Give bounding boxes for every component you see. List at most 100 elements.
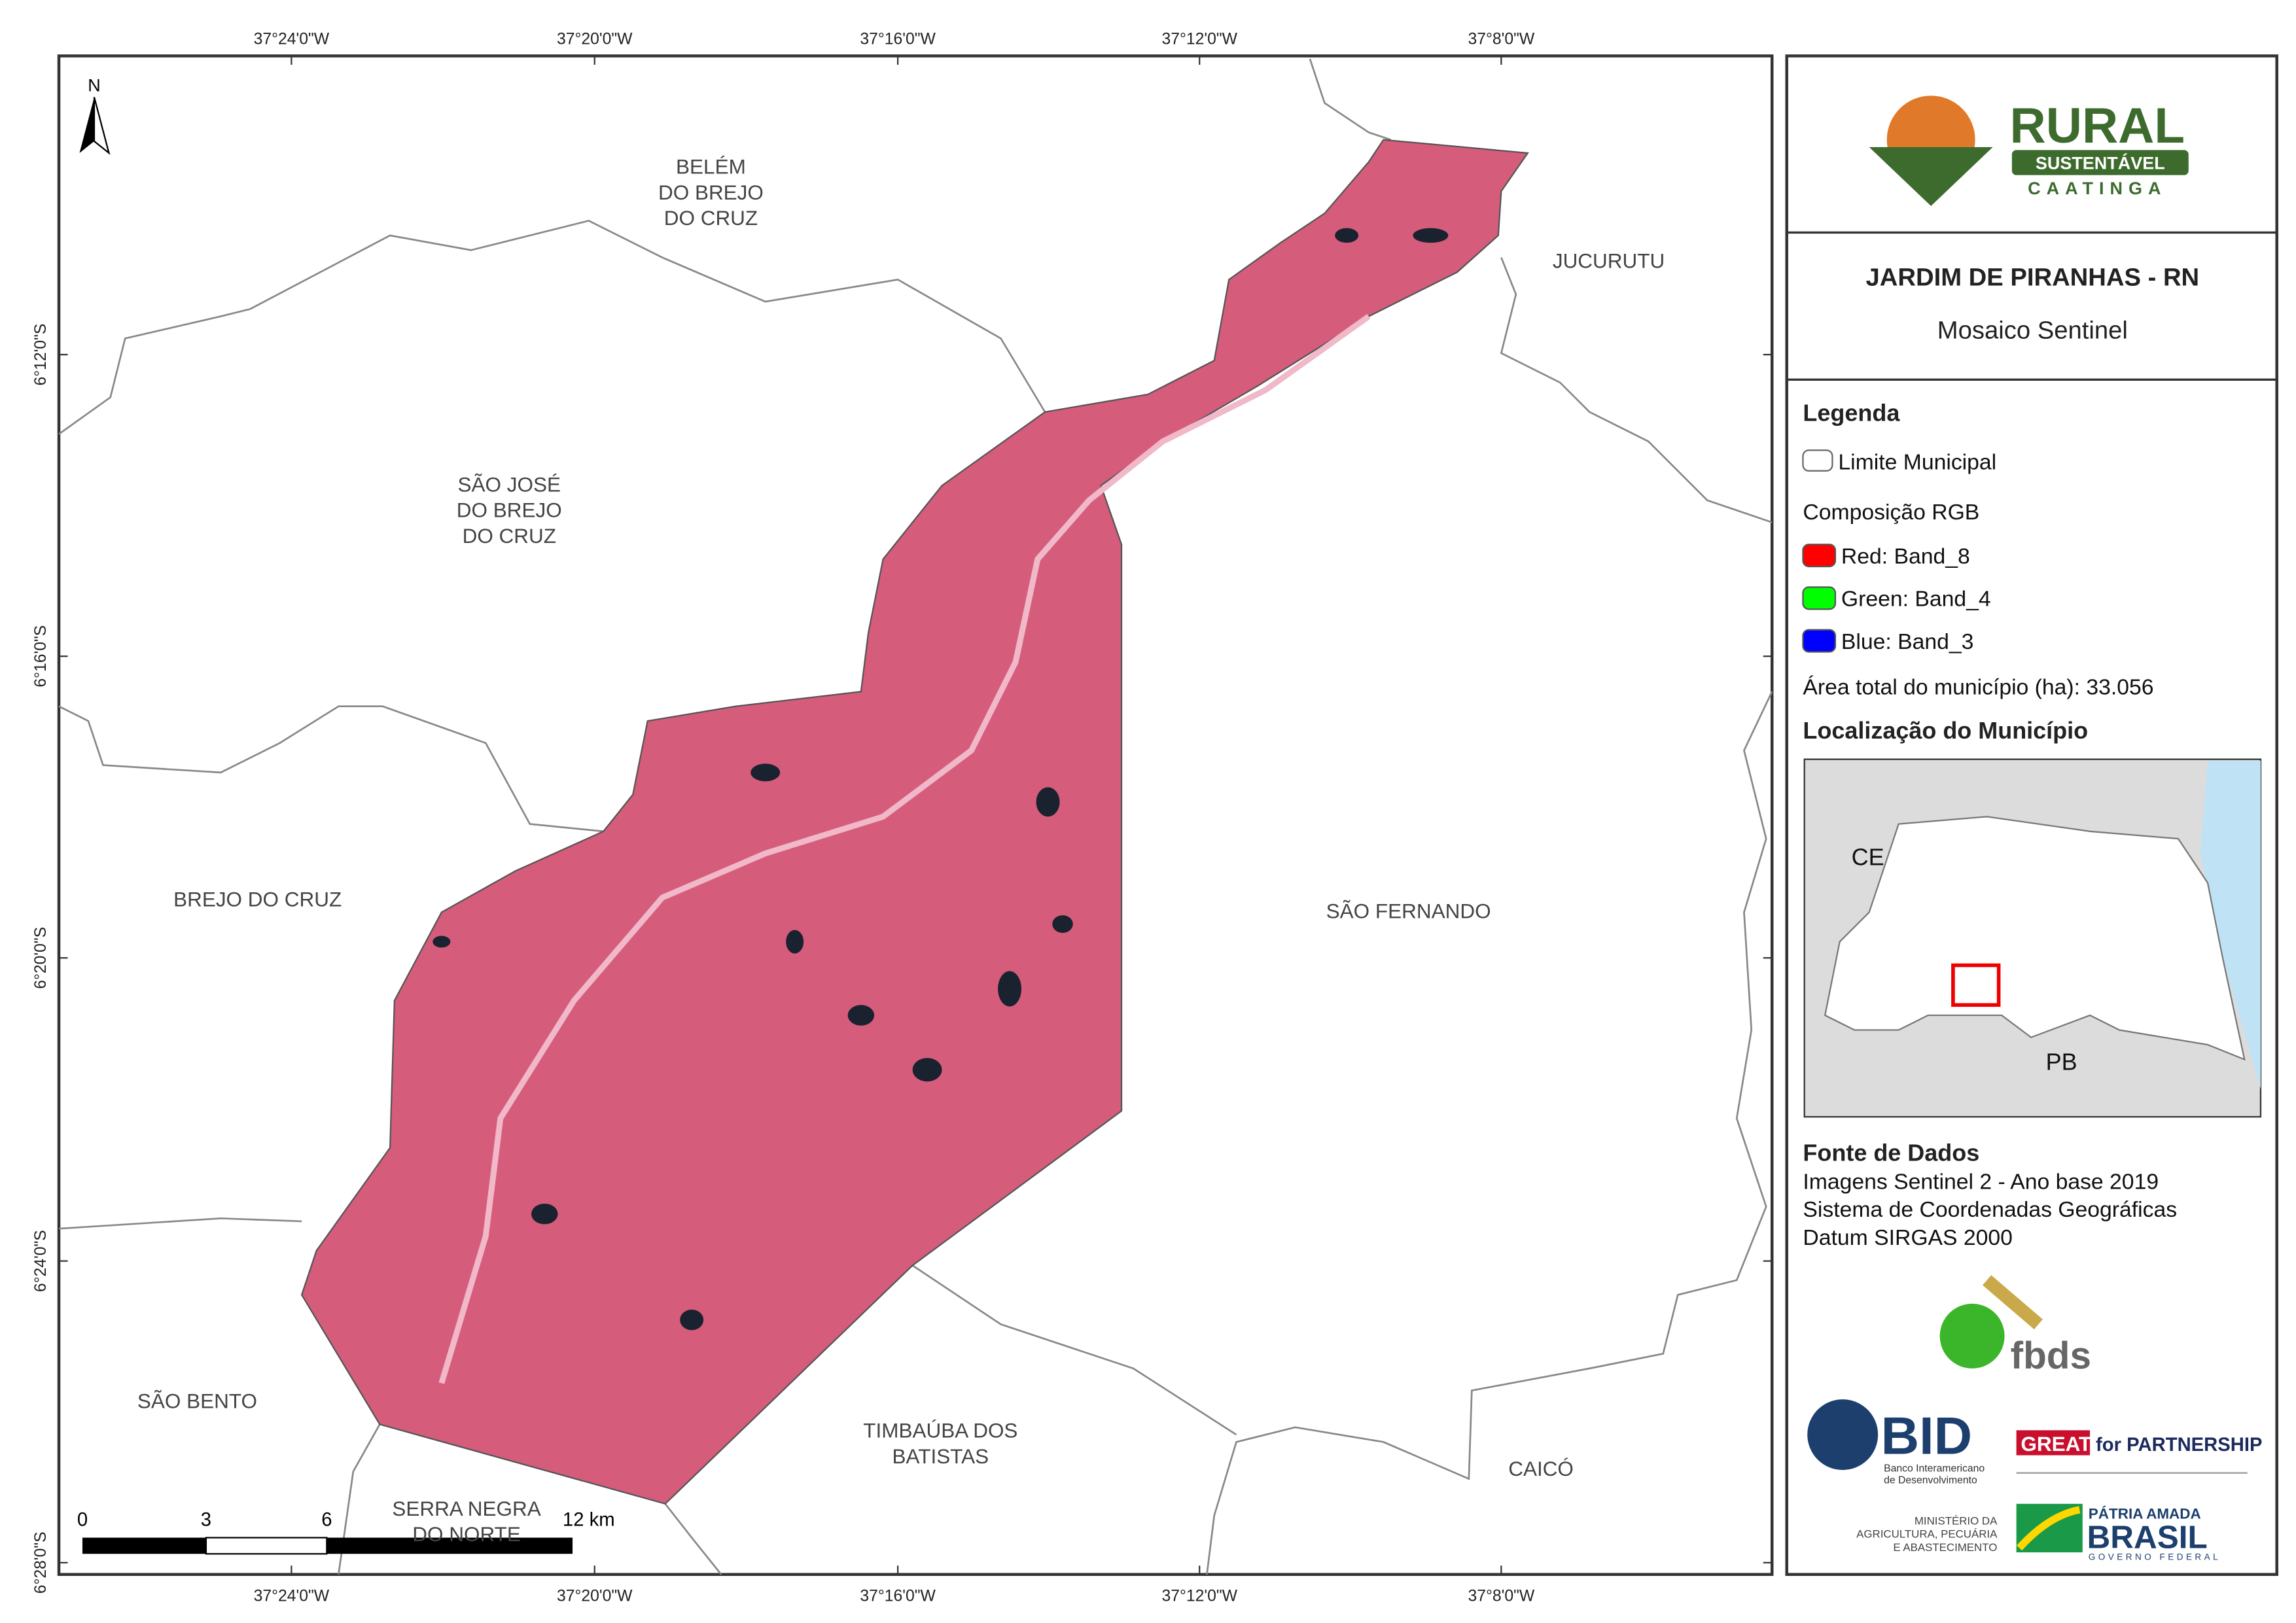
- logo-band: [2011, 150, 2189, 175]
- source-line: Datum SIRGAS 2000: [1803, 1225, 2012, 1250]
- water-bodies: [433, 228, 1449, 1331]
- coord-label: 37°12'0"W: [1161, 1587, 1237, 1605]
- boundary: [1206, 691, 1773, 1575]
- north-arrow: N: [79, 75, 111, 155]
- bid-sub: Banco Interamericano: [1884, 1463, 1985, 1474]
- place-line: DO BREJO: [658, 181, 764, 204]
- boundary: [1500, 257, 1773, 523]
- ministry: MINISTÉRIO DA: [1915, 1514, 1998, 1527]
- place-line: JUCURUTU: [1553, 249, 1665, 272]
- water: [786, 930, 804, 954]
- title: JARDIM DE PIRANHAS - RN: [1866, 263, 2200, 291]
- subtitle: Mosaico Sentinel: [1937, 316, 2128, 344]
- water: [1335, 228, 1359, 243]
- ocean: [2200, 760, 2261, 1089]
- great-text: GREAT: [2021, 1432, 2091, 1456]
- legend-item: Blue: Band_3: [1841, 629, 1973, 654]
- coord-label: 37°8'0"W: [1468, 30, 1534, 48]
- fbds-ball: [1939, 1303, 2005, 1369]
- place-line: BELÉM: [676, 154, 746, 178]
- place-line: BATISTAS: [892, 1444, 989, 1468]
- legend-item: Green: Band_4: [1841, 587, 1991, 612]
- coord-label: 6°24'0"S: [32, 1230, 50, 1292]
- scale-seg: [327, 1537, 573, 1554]
- water: [680, 1309, 704, 1331]
- arrow-right: [93, 97, 111, 155]
- place-line: DO CRUZ: [463, 524, 556, 548]
- place-name: BELÉM DO BREJO DO CRUZ: [658, 154, 764, 230]
- bid-sub: de Desenvolvimento: [1884, 1475, 1977, 1486]
- legend-swatch: [1802, 586, 1837, 610]
- bid-mark: [1807, 1399, 1879, 1471]
- municipality: [300, 139, 1529, 1505]
- coord-label: 6°28'0"S: [32, 1531, 50, 1594]
- place-line: SÃO JOSÉ: [458, 472, 561, 496]
- great-box: [2016, 1430, 2091, 1456]
- place-name: BREJO DO CRUZ: [173, 888, 342, 911]
- boundary: [58, 1217, 302, 1230]
- arrow-left: [79, 97, 94, 153]
- coord-label: 6°16'0"S: [32, 625, 50, 688]
- legend-item: Composição RGB: [1803, 500, 1979, 525]
- sources-heading: Fonte de Dados: [1803, 1140, 1979, 1166]
- water: [531, 1203, 558, 1225]
- logo-fbds: fbds: [1939, 1275, 2091, 1377]
- logo-text: CAATINGA: [2028, 179, 2166, 198]
- water: [998, 971, 1022, 1007]
- north-label: N: [88, 75, 101, 95]
- location-heading: Localização do Município: [1803, 717, 2088, 744]
- legend-swatch: [1802, 629, 1837, 653]
- logo-text: SUSTENTÁVEL: [2036, 153, 2165, 173]
- flag-stripe: [2016, 1506, 2081, 1551]
- map-frame: N 0 3 6 12 km 37°24'0"W 37°24'0"W 37°20'0"…: [32, 30, 1774, 1605]
- place-line: CAICÓ: [1508, 1457, 1574, 1480]
- place-name: TIMBAÚBA DOS BATISTAS: [863, 1419, 1017, 1468]
- source-line: Imagens Sentinel 2 - Ano base 2019: [1803, 1169, 2159, 1194]
- place-line: SÃO FERNANDO: [1326, 899, 1491, 923]
- place-name: SÃO JOSÉ DO BREJO DO CRUZ: [457, 472, 562, 548]
- scale-bar: 0 3 6 12 km: [77, 1510, 615, 1555]
- coord-label: 37°24'0"W: [254, 1587, 330, 1605]
- boundary: [58, 219, 1046, 435]
- fbds-text: fbds: [2011, 1335, 2091, 1377]
- legend-heading: Legenda: [1803, 399, 1900, 426]
- coord-label: 6°12'0"S: [32, 324, 50, 386]
- place-line: BREJO DO CRUZ: [173, 888, 342, 911]
- water: [1052, 915, 1073, 934]
- water: [1413, 228, 1449, 243]
- scale-seg: [205, 1537, 328, 1555]
- side-panel: RURAL SUSTENTÁVEL CAATINGA JARDIM DE PIR…: [1785, 54, 2278, 1577]
- place-name: JUCURUTU: [1553, 249, 1665, 272]
- place-line: SÃO BENTO: [137, 1389, 257, 1413]
- scale-label: 0: [77, 1510, 88, 1531]
- place-line: DO CRUZ: [664, 206, 758, 230]
- logo-government: MINISTÉRIO DA AGRICULTURA, PECUÁRIA E AB…: [1856, 1503, 2218, 1562]
- fbds-bar: [1983, 1275, 2043, 1330]
- coord-label: 37°16'0"W: [860, 1587, 936, 1605]
- coord-label: 6°20'0"S: [32, 927, 50, 989]
- place-name: SERRA NEGRA DO NORTE: [392, 1497, 540, 1546]
- logo-bid: BID Banco Interamericano de Desenvolvime…: [1807, 1399, 1985, 1486]
- legend-swatch: [1802, 449, 1833, 472]
- place-name: SÃO FERNANDO: [1326, 899, 1491, 923]
- boundary: [1309, 58, 1392, 141]
- boundary: [58, 705, 604, 833]
- logo-rural: RURAL SUSTENTÁVEL CAATINGA: [1869, 96, 2189, 206]
- great-text: for PARTNERSHIP: [2096, 1435, 2262, 1456]
- scale-label: 6: [321, 1510, 332, 1531]
- boundaries: [58, 58, 1773, 1575]
- brasil-top: PÁTRIA AMADA: [2089, 1505, 2201, 1522]
- water: [1036, 787, 1060, 817]
- scale-seg: [82, 1537, 206, 1554]
- coord-label: 37°20'0"W: [557, 30, 633, 48]
- scale-label: 12 km: [563, 1510, 615, 1531]
- water: [751, 763, 781, 782]
- scale-label: 3: [201, 1510, 211, 1531]
- coord-label: 37°16'0"W: [860, 30, 936, 48]
- coord-label: 37°20'0"W: [557, 1587, 633, 1605]
- source-line: Sistema de Coordenadas Geográficas: [1803, 1197, 2177, 1222]
- state-rn: [1824, 816, 2246, 1061]
- river: [438, 313, 1371, 1384]
- water: [433, 935, 451, 948]
